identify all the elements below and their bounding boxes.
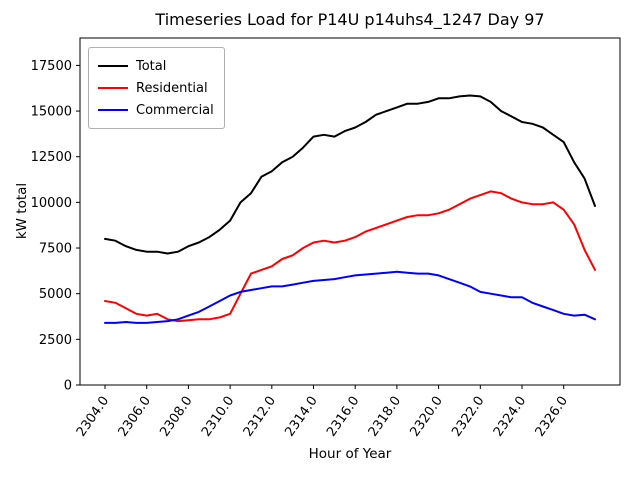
- legend-label-commercial: Commercial: [136, 102, 214, 118]
- x-tick-label: 2308.0: [157, 394, 195, 440]
- commercial-line-swatch: [98, 109, 128, 111]
- residential-line-swatch: [98, 87, 128, 89]
- x-tick-label: 2320.0: [408, 394, 446, 440]
- x-tick-label: 2326.0: [533, 394, 571, 440]
- x-tick-label: 2316.0: [324, 394, 362, 440]
- y-tick-label: 12500: [31, 150, 72, 165]
- residential-line: [104, 190, 596, 323]
- y-tick-label: 2500: [39, 333, 72, 348]
- x-tick-label: 2314.0: [282, 394, 320, 440]
- y-tick-label: 0: [64, 379, 72, 394]
- x-tick-label: 2324.0: [491, 394, 529, 440]
- legend-label-residential: Residential: [136, 80, 208, 96]
- total-line: [104, 94, 596, 255]
- x-tick-label: 2318.0: [366, 394, 404, 440]
- legend-entry-commercial: Commercial: [98, 99, 214, 121]
- legend-entry-total: Total: [98, 55, 214, 77]
- commercial-line: [104, 270, 596, 324]
- legend-entry-residential: Residential: [98, 77, 214, 99]
- axes-frame: [79, 37, 621, 386]
- x-tick-label: 2310.0: [199, 394, 237, 440]
- x-tick-label: 2306.0: [116, 394, 154, 440]
- x-tick-label: 2304.0: [74, 394, 112, 440]
- x-tick-label: 2312.0: [241, 394, 279, 440]
- y-tick-label: 15000: [31, 105, 72, 120]
- y-axis-label: kW total: [14, 182, 30, 240]
- legend: Total Residential Commercial: [88, 47, 225, 129]
- y-tick-label: 7500: [39, 242, 72, 257]
- chart-title: Timeseries Load for P14U p14uhs4_1247 Da…: [155, 10, 545, 29]
- x-tick-label: 2322.0: [449, 394, 487, 440]
- x-axis-label: Hour of Year: [308, 446, 392, 462]
- total-line-swatch: [98, 65, 128, 67]
- y-tick-label: 10000: [31, 196, 72, 211]
- legend-label-total: Total: [136, 58, 167, 74]
- y-tick-label: 17500: [31, 59, 72, 74]
- y-tick-label: 5000: [39, 287, 72, 302]
